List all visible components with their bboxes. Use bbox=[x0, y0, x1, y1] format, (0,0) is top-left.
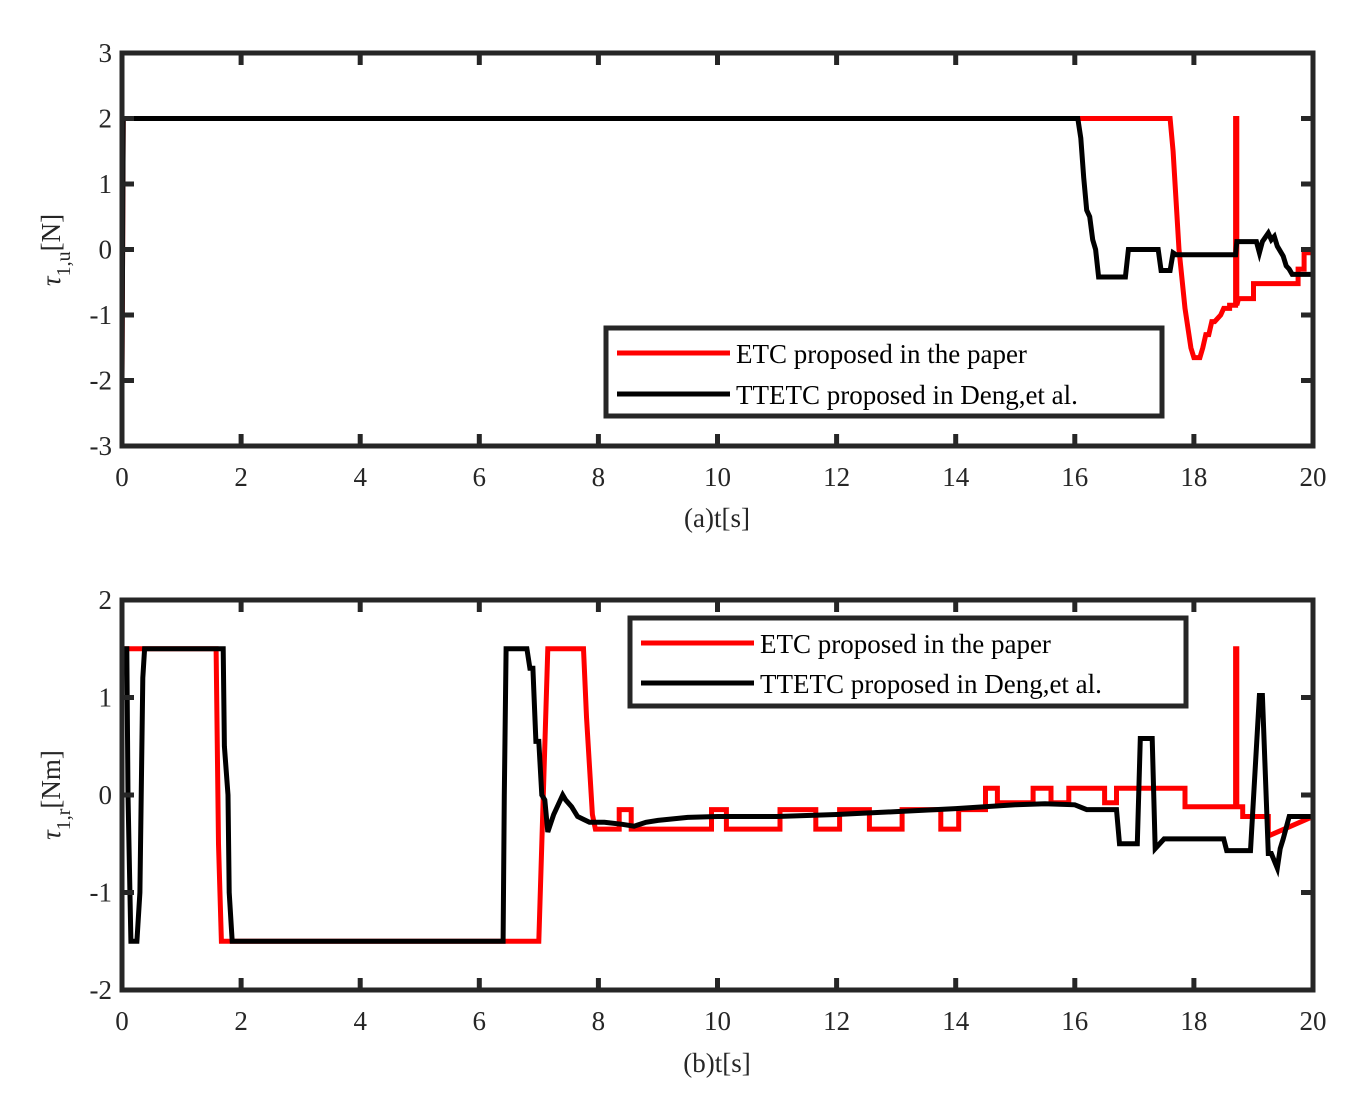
y-tick-label: 3 bbox=[99, 38, 113, 68]
series-etc-line bbox=[122, 116, 1313, 381]
x-tick-label: 0 bbox=[115, 462, 129, 492]
legend-label-etc: ETC proposed in the paper bbox=[736, 339, 1027, 369]
y-tick-label: 0 bbox=[99, 235, 113, 265]
legend-label-ttetc: TTETC proposed in Deng,et al. bbox=[760, 669, 1102, 699]
x-axis-label-b: (b)t[s] bbox=[683, 1048, 750, 1078]
y-axis-label-a: τ1,u[N] bbox=[36, 214, 75, 286]
legend-box bbox=[603, 325, 1165, 419]
y-axis-symbol-a: τ bbox=[36, 275, 66, 286]
y-tick-label: -1 bbox=[90, 300, 113, 330]
legend-label-etc: ETC proposed in the paper bbox=[760, 629, 1051, 659]
x-tick-label: 10 bbox=[704, 462, 731, 492]
y-tick-label: 0 bbox=[99, 780, 113, 810]
x-tick-label: 4 bbox=[353, 1006, 367, 1036]
y-axis-symbol-b: τ bbox=[36, 829, 66, 840]
x-tick-label: 4 bbox=[353, 462, 367, 492]
series-ttetc-line bbox=[122, 646, 1313, 944]
y-tick-label: 2 bbox=[99, 585, 113, 615]
legend-box bbox=[627, 615, 1189, 709]
x-tick-label: 20 bbox=[1300, 462, 1327, 492]
x-tick-label: 12 bbox=[823, 1006, 850, 1036]
x-tick-label: 8 bbox=[592, 462, 606, 492]
series-ttetc-line bbox=[122, 116, 1313, 381]
y-tick-label: 1 bbox=[99, 683, 113, 713]
y-axis-sub-b: 1,r bbox=[53, 808, 75, 830]
y-tick-label: -2 bbox=[90, 975, 113, 1005]
y-axis-sub-a: 1,u bbox=[53, 251, 75, 276]
x-tick-label: 14 bbox=[942, 462, 970, 492]
x-tick-label: 6 bbox=[473, 1006, 487, 1036]
panel-b-legend: ETC proposed in the paper TTETC proposed… bbox=[627, 615, 1189, 709]
x-tick-label: 20 bbox=[1300, 1006, 1327, 1036]
panel-a-series bbox=[122, 116, 1313, 381]
y-tick-label: 1 bbox=[99, 169, 113, 199]
y-tick-label: -1 bbox=[90, 878, 113, 908]
y-axis-unit-b: [Nm] bbox=[36, 750, 66, 808]
x-tick-label: 8 bbox=[592, 1006, 606, 1036]
x-tick-label: 6 bbox=[473, 462, 487, 492]
y-tick-label: -2 bbox=[90, 366, 113, 396]
x-tick-label: 16 bbox=[1061, 1006, 1088, 1036]
panel-a-legend: ETC proposed in the paper TTETC proposed… bbox=[603, 325, 1165, 419]
y-axis-unit-a: [N] bbox=[36, 214, 66, 251]
x-tick-label: 2 bbox=[234, 462, 248, 492]
x-tick-label: 18 bbox=[1180, 462, 1207, 492]
x-tick-label: 16 bbox=[1061, 462, 1088, 492]
x-tick-label: 14 bbox=[942, 1006, 970, 1036]
x-axis-label-a: (a)t[s] bbox=[684, 503, 750, 533]
panel-b-series bbox=[122, 646, 1313, 944]
y-axis-label-b: τ1,r[Nm] bbox=[36, 750, 75, 840]
legend-label-ttetc: TTETC proposed in Deng,et al. bbox=[736, 380, 1078, 410]
x-tick-label: 0 bbox=[115, 1006, 129, 1036]
x-tick-label: 2 bbox=[234, 1006, 248, 1036]
y-tick-label: 2 bbox=[99, 104, 113, 134]
y-tick-label: -3 bbox=[90, 431, 113, 461]
x-tick-label: 12 bbox=[823, 462, 850, 492]
x-tick-label: 18 bbox=[1180, 1006, 1207, 1036]
x-tick-label: 10 bbox=[704, 1006, 731, 1036]
